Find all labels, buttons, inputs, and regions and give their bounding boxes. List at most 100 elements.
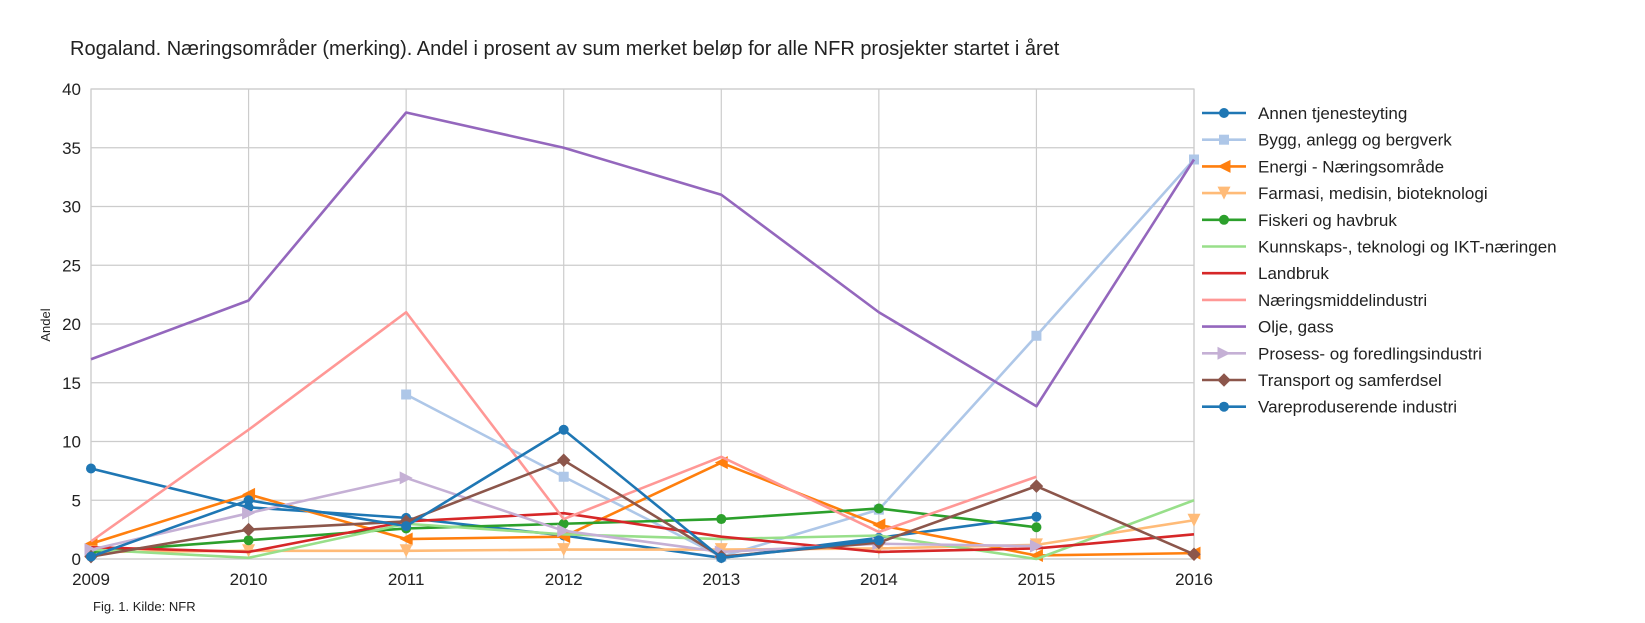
- legend-item: Vareproduserende industri: [1202, 398, 1457, 417]
- data-point: [243, 495, 254, 506]
- axes: 2009 2010 2011 2012 2013 2014 2015 2016 0 5 10 15 20…: [62, 80, 1213, 589]
- x-tick-label: 2013: [702, 570, 740, 589]
- data-point: [1217, 346, 1231, 360]
- plot-frame: [90, 88, 1195, 560]
- legend-label: Vareproduserende industri: [1258, 398, 1457, 417]
- data-point: [1217, 159, 1231, 173]
- y-tick-label: 10: [62, 433, 81, 452]
- y-axis-label: Andel: [38, 308, 53, 341]
- legend-item: Energi - Næringsområde: [1202, 157, 1444, 176]
- series-path: [90, 461, 1195, 557]
- legend-item: Transport og samferdsel: [1202, 371, 1442, 390]
- legend-label: Olje, gass: [1258, 318, 1334, 337]
- legend-label: Farmasi, medisin, bioteknologi: [1258, 184, 1488, 203]
- data-point: [872, 518, 886, 532]
- y-tick-label: 40: [62, 80, 81, 99]
- series-line: [90, 310, 1037, 543]
- series-path: [90, 310, 1037, 543]
- y-tick-label: 20: [62, 315, 81, 334]
- legend-item: Bygg, anlegg og bergverk: [1202, 131, 1452, 150]
- legend-item: Prosess- og foredlingsindustri: [1202, 344, 1482, 363]
- data-point: [716, 514, 727, 525]
- y-tick-label: 30: [62, 198, 81, 217]
- data-point: [1031, 330, 1042, 341]
- data-point: [1217, 186, 1231, 200]
- y-tick-label: 35: [62, 139, 81, 158]
- legend-label: Bygg, anlegg og bergverk: [1258, 131, 1452, 150]
- data-point: [1219, 108, 1229, 118]
- series-line: [90, 499, 1195, 561]
- legend-item: Farmasi, medisin, bioteknologi: [1202, 184, 1488, 203]
- legend-item: Olje, gass: [1202, 318, 1334, 337]
- y-tick-label: 5: [72, 491, 81, 510]
- data-point: [401, 521, 412, 532]
- chart-title: Rogaland. Næringsområder (merking). Ande…: [70, 38, 1060, 60]
- data-point: [1219, 134, 1229, 145]
- x-tick-label: 2016: [1175, 570, 1213, 589]
- legend-item: Fiskeri og havbruk: [1202, 211, 1397, 230]
- legend-label: Prosess- og foredlingsindustri: [1258, 344, 1482, 363]
- legend-label: Annen tjenesteyting: [1258, 104, 1407, 123]
- series-line: [90, 111, 1196, 408]
- x-tick-label: 2009: [72, 570, 110, 589]
- y-tick-label: 0: [72, 550, 81, 569]
- data-point: [1187, 547, 1201, 562]
- legend-label: Fiskeri og havbruk: [1258, 211, 1397, 230]
- series-path: [90, 511, 1195, 554]
- figure-caption: Fig. 1. Kilde: NFR: [93, 599, 196, 614]
- data-point: [1219, 214, 1229, 225]
- legend-label: Kunnskaps-, teknologi og IKT-næringen: [1258, 238, 1557, 257]
- legend-item: Annen tjenesteyting: [1202, 104, 1407, 123]
- series-path: [405, 158, 1195, 558]
- data-point: [873, 535, 884, 546]
- data-point: [84, 543, 98, 557]
- data-point: [399, 544, 413, 558]
- data-point: [558, 424, 569, 435]
- data-point: [243, 535, 254, 546]
- data-point: [242, 506, 256, 520]
- x-tick-label: 2014: [860, 570, 898, 589]
- data-point: [1219, 401, 1229, 412]
- series-path: [90, 111, 1196, 408]
- legend-label: Næringsmiddelindustri: [1258, 291, 1427, 310]
- data-point: [86, 551, 96, 562]
- data-point: [558, 518, 569, 529]
- data-point: [1031, 511, 1042, 522]
- data-point: [1031, 522, 1042, 533]
- x-tick-label: 2011: [388, 570, 425, 589]
- data-point: [557, 543, 571, 557]
- data-point: [401, 389, 412, 400]
- data-point: [1217, 373, 1231, 387]
- legend-item: Landbruk: [1202, 264, 1329, 283]
- legend-label: Transport og samferdsel: [1258, 371, 1442, 390]
- legend-label: Landbruk: [1258, 264, 1329, 283]
- data-point: [557, 524, 571, 538]
- x-tick-label: 2015: [1018, 570, 1056, 589]
- data-point: [399, 532, 413, 546]
- y-tick-label: 15: [62, 374, 81, 393]
- data-point: [556, 453, 571, 468]
- data-point: [1029, 479, 1044, 493]
- series-path: [90, 458, 1195, 558]
- legend-label: Energi - Næringsområde: [1258, 157, 1444, 176]
- series-path: [90, 428, 880, 560]
- data-point: [873, 503, 884, 514]
- legend-item: Kunnskaps-, teknologi og IKT-næringen: [1202, 238, 1557, 257]
- data-point: [558, 471, 569, 482]
- series-line: [86, 424, 884, 563]
- legend: Annen tjenesteyting Bygg, anlegg og bergv…: [1202, 104, 1557, 417]
- data-point: [716, 552, 727, 563]
- legend-item: Næringsmiddelindustri: [1202, 291, 1427, 310]
- x-tick-label: 2012: [545, 570, 583, 589]
- y-tick-label: 25: [62, 256, 81, 275]
- data-point: [399, 471, 413, 485]
- series-path: [90, 499, 1195, 561]
- series-line: [86, 503, 1042, 557]
- data-point: [1187, 513, 1201, 527]
- series-layer: [84, 111, 1201, 564]
- data-point: [1029, 539, 1043, 553]
- data-point: [86, 463, 96, 474]
- series-line: [90, 511, 1195, 554]
- data-point: [241, 522, 256, 537]
